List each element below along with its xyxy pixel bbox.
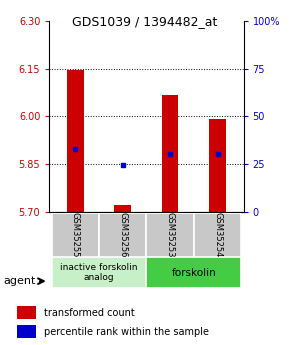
Text: percentile rank within the sample: percentile rank within the sample	[44, 327, 209, 337]
Bar	[162, 95, 178, 212]
Bar	[52, 213, 99, 257]
Bar	[99, 213, 146, 257]
Text: inactive forskolin
analog: inactive forskolin analog	[60, 263, 138, 282]
Bar	[52, 257, 146, 288]
Bar	[209, 119, 226, 212]
Text: forskolin: forskolin	[171, 268, 216, 277]
Bar	[146, 213, 194, 257]
Text: GSM35253: GSM35253	[166, 212, 175, 258]
Text: GSM35255: GSM35255	[71, 212, 80, 258]
Text: transformed count: transformed count	[44, 308, 135, 318]
Bar	[67, 70, 84, 212]
Text: agent: agent	[3, 276, 35, 286]
Bar	[17, 306, 36, 319]
Bar	[194, 213, 241, 257]
Text: GDS1039 / 1394482_at: GDS1039 / 1394482_at	[72, 15, 218, 28]
Bar	[17, 325, 36, 338]
Bar	[115, 205, 131, 212]
Text: GSM35254: GSM35254	[213, 212, 222, 258]
Bar	[146, 257, 241, 288]
Text: GSM35256: GSM35256	[118, 212, 127, 258]
